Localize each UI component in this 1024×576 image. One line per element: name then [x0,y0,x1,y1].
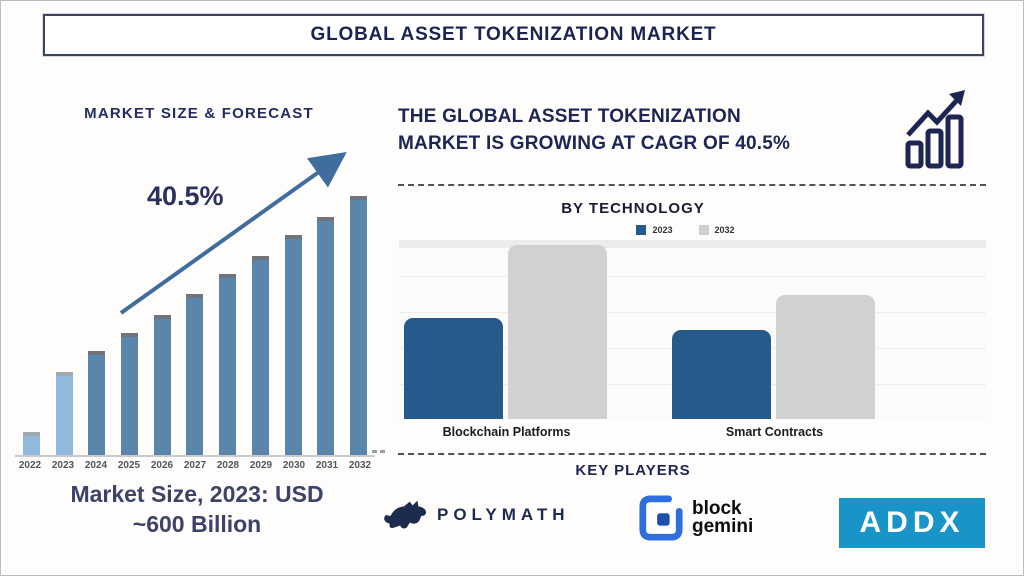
year-label-2031: 2031 [315,460,339,471]
bar-2032 [349,196,367,455]
key-players-heading: KEY PLAYERS [575,462,691,479]
bar-cap [219,274,237,278]
bar-2028 [219,274,237,455]
cagr-headline-line2: MARKET IS GROWING AT CAGR OF 40.5% [398,132,791,154]
bull-icon [384,500,427,529]
cagr-headline: THE GLOBAL ASSET TOKENIZATION MARKET IS … [398,104,903,158]
bar-cap [251,256,269,260]
bar-cap [23,432,40,436]
year-label-2032: 2032 [348,460,372,471]
page-title: GLOBAL ASSET TOKENIZATION MARKET [310,24,717,45]
bar-cap [121,333,139,337]
year-label-2023: 2023 [51,460,75,471]
bar-2025 [121,333,139,455]
market-size-year-axis: 2022 2023 2024 2025 2026 2027 2028 2029 2030 2031… [15,460,375,471]
year-label-2025: 2025 [117,460,141,471]
bar-2024 [88,351,106,455]
legend-item-2032: 2032 [698,225,735,235]
cagr-headline-line1: THE GLOBAL ASSET TOKENIZATION [398,106,741,127]
bar-chart-growth-icon [905,90,965,169]
year-label-2022: 2022 [18,460,42,471]
bar-2023 [55,372,73,455]
bar-cap [55,372,73,376]
market-size-chart [15,195,375,457]
axis-continuation-dash [372,450,385,453]
cagr-percentage-label: 40.5% [147,181,224,211]
bar-2030 [284,235,302,455]
bar-cap [284,235,302,239]
polymath-wordmark: POLYMATH [437,505,570,524]
bar-2029 [251,256,269,455]
year-label-2028: 2028 [216,460,240,471]
by-technology-heading: BY TECHNOLOGY [561,200,705,217]
year-label-2024: 2024 [84,460,108,471]
bar-Blockchain Platforms-2032 [508,245,607,419]
legend-item-2023: 2023 [636,225,673,235]
dashed-divider-top [398,184,986,186]
bar-group-Blockchain Platforms [404,245,607,419]
polymath-logo: POLYMATH [381,497,570,533]
bar-Blockchain Platforms-2023 [404,318,503,419]
legend-swatch-2023 [636,225,647,235]
legend-label-2032: 2032 [714,225,735,235]
gridline-band [399,240,986,248]
dashed-divider-bottom [398,453,986,455]
market-size-forecast-heading: MARKET SIZE & FORECAST [84,105,314,122]
market-size-note-line1: Market Size, 2023: USD [70,481,324,507]
block-gemini-wordmark: block gemini [692,497,754,537]
year-label-2026: 2026 [150,460,174,471]
bar-Smart Contracts-2032 [776,295,875,419]
bar-2031 [317,217,335,455]
block-gemini-icon [639,495,683,541]
legend-swatch-2032 [698,225,709,235]
bar-cap [186,294,204,298]
addx-wordmark: ADDX [859,506,965,539]
bar-cap [88,351,106,355]
category-label-Blockchain Platforms: Blockchain Platforms [442,425,571,439]
bar-group-Smart Contracts [672,295,875,419]
market-size-note-line2: ~600 Billion [132,510,262,537]
bar-2022 [23,432,40,455]
bar-cap [153,315,171,319]
market-size-note: Market Size, 2023: USD ~600 Billion [17,480,377,540]
bar-2026 [153,315,171,455]
bar-Smart Contracts-2023 [672,330,771,419]
block-gemini-logo: block gemini [638,493,753,543]
year-label-2030: 2030 [282,460,306,471]
block-gemini-wordmark-line2: gemini [692,516,754,537]
page-title-box: GLOBAL ASSET TOKENIZATION MARKET [43,14,984,56]
bar-cap [349,196,367,200]
category-label-Smart Contracts: Smart Contracts [725,425,824,439]
year-label-2029: 2029 [249,460,273,471]
bar-2027 [186,294,204,455]
year-label-2027: 2027 [183,460,207,471]
addx-logo: ADDX [839,498,985,548]
bar-cap [317,217,335,221]
block-gemini-wordmark-line1: block [692,497,742,519]
legend-label-2023: 2023 [652,225,673,235]
by-technology-chart [399,240,986,419]
technology-chart-legend: 2023 2032 [398,223,973,237]
